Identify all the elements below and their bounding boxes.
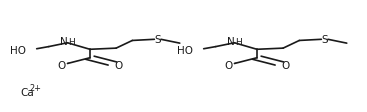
Text: O: O [225,60,233,70]
Text: O: O [281,60,289,70]
Text: ⁻: ⁻ [233,59,238,68]
Text: H: H [235,38,241,47]
Text: S: S [155,34,161,44]
Text: N: N [227,36,235,46]
Text: Ca: Ca [20,87,34,97]
Text: HO: HO [177,46,193,56]
Text: 2+: 2+ [30,83,42,92]
Text: N: N [60,36,68,46]
Text: HO: HO [10,46,26,56]
Text: S: S [321,34,328,44]
Text: O: O [114,60,122,70]
Text: H: H [68,38,75,47]
Text: ⁻: ⁻ [66,59,71,68]
Text: O: O [58,60,66,70]
